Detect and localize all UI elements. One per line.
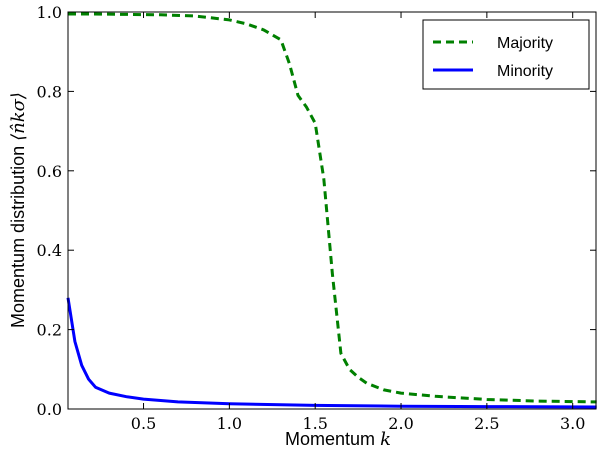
y-tick-label: 0.6 [37,162,62,181]
x-tick-label: 2.5 [474,414,499,433]
y-tick-label: 1.0 [37,3,62,22]
legend-label-majority: Majority [497,35,553,52]
x-tick-label: 1.5 [302,414,327,433]
x-axis-label: Momentum k [285,429,391,450]
legend: Majority Minority [422,19,590,90]
y-axis-label: Momentum distribution ⟨n̂kσ⟩ [8,92,29,328]
x-tick-label: 1.0 [217,414,242,433]
axes [67,11,597,410]
x-tick-label: 2.0 [388,414,413,433]
y-tick-label: 0.8 [37,82,62,101]
legend-box [422,19,590,90]
y-tick-label: 0.4 [37,241,62,260]
series-line-minority [66,297,597,409]
x-tick-label: 0.5 [131,414,156,433]
axes-frame [67,11,597,410]
y-tick-label: 0.2 [37,321,62,340]
ticks: 0.5 1.0 1.5 2.0 2.5 3.0 0.0 0.2 0.4 0.6 0.8 1.0 [37,3,596,433]
y-tick-label: 0.0 [37,400,62,419]
series-line-majority [68,12,597,404]
legend-label-minority: Minority [497,63,553,80]
plot-area [66,12,597,409]
x-tick-label: 3.0 [560,414,585,433]
